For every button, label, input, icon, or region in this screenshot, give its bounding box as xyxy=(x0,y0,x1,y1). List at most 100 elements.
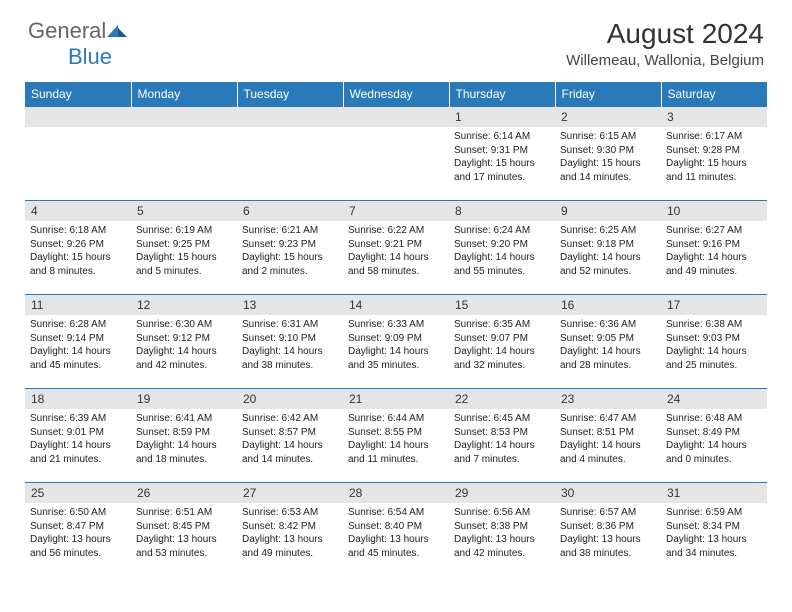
day-content: Sunrise: 6:45 AMSunset: 8:53 PMDaylight:… xyxy=(449,409,555,468)
day-content: Sunrise: 6:22 AMSunset: 9:21 PMDaylight:… xyxy=(343,221,449,280)
day-number: 2 xyxy=(555,107,661,127)
day-cell: 27Sunrise: 6:53 AMSunset: 8:42 PMDayligh… xyxy=(237,483,343,577)
week-row: 11Sunrise: 6:28 AMSunset: 9:14 PMDayligh… xyxy=(25,295,767,389)
day-number: 25 xyxy=(25,483,131,503)
day-number: 22 xyxy=(449,389,555,409)
day-number: 31 xyxy=(661,483,767,503)
calendar-body: 1Sunrise: 6:14 AMSunset: 9:31 PMDaylight… xyxy=(25,107,767,577)
day-cell: 16Sunrise: 6:36 AMSunset: 9:05 PMDayligh… xyxy=(555,295,661,389)
day-cell: 28Sunrise: 6:54 AMSunset: 8:40 PMDayligh… xyxy=(343,483,449,577)
day-content: Sunrise: 6:31 AMSunset: 9:10 PMDaylight:… xyxy=(237,315,343,374)
logo: GeneralBlue xyxy=(28,18,129,70)
day-number: 11 xyxy=(25,295,131,315)
dow-tuesday: Tuesday xyxy=(237,82,343,107)
day-content: Sunrise: 6:51 AMSunset: 8:45 PMDaylight:… xyxy=(131,503,237,562)
day-number: 17 xyxy=(661,295,767,315)
dow-wednesday: Wednesday xyxy=(343,82,449,107)
calendar-table: SundayMondayTuesdayWednesdayThursdayFrid… xyxy=(25,82,767,577)
day-number-empty xyxy=(343,107,449,127)
day-number: 4 xyxy=(25,201,131,221)
week-row: 4Sunrise: 6:18 AMSunset: 9:26 PMDaylight… xyxy=(25,201,767,295)
day-number: 15 xyxy=(449,295,555,315)
day-cell: 29Sunrise: 6:56 AMSunset: 8:38 PMDayligh… xyxy=(449,483,555,577)
day-content: Sunrise: 6:25 AMSunset: 9:18 PMDaylight:… xyxy=(555,221,661,280)
day-number: 29 xyxy=(449,483,555,503)
day-number: 23 xyxy=(555,389,661,409)
day-number: 24 xyxy=(661,389,767,409)
day-cell: 14Sunrise: 6:33 AMSunset: 9:09 PMDayligh… xyxy=(343,295,449,389)
week-row: 25Sunrise: 6:50 AMSunset: 8:47 PMDayligh… xyxy=(25,483,767,577)
dow-monday: Monday xyxy=(131,82,237,107)
day-number: 8 xyxy=(449,201,555,221)
dow-sunday: Sunday xyxy=(25,82,131,107)
day-number: 7 xyxy=(343,201,449,221)
day-cell: 21Sunrise: 6:44 AMSunset: 8:55 PMDayligh… xyxy=(343,389,449,483)
day-content: Sunrise: 6:47 AMSunset: 8:51 PMDaylight:… xyxy=(555,409,661,468)
day-number: 3 xyxy=(661,107,767,127)
day-number: 20 xyxy=(237,389,343,409)
day-of-week-row: SundayMondayTuesdayWednesdayThursdayFrid… xyxy=(25,82,767,107)
day-number: 30 xyxy=(555,483,661,503)
day-content: Sunrise: 6:41 AMSunset: 8:59 PMDaylight:… xyxy=(131,409,237,468)
day-content: Sunrise: 6:39 AMSunset: 9:01 PMDaylight:… xyxy=(25,409,131,468)
day-cell: 9Sunrise: 6:25 AMSunset: 9:18 PMDaylight… xyxy=(555,201,661,295)
day-number: 1 xyxy=(449,107,555,127)
month-title: August 2024 xyxy=(566,18,764,50)
day-number: 9 xyxy=(555,201,661,221)
day-content: Sunrise: 6:42 AMSunset: 8:57 PMDaylight:… xyxy=(237,409,343,468)
day-content: Sunrise: 6:14 AMSunset: 9:31 PMDaylight:… xyxy=(449,127,555,186)
day-content: Sunrise: 6:57 AMSunset: 8:36 PMDaylight:… xyxy=(555,503,661,562)
empty-cell xyxy=(237,107,343,201)
day-content: Sunrise: 6:54 AMSunset: 8:40 PMDaylight:… xyxy=(343,503,449,562)
logo-text-blue: Blue xyxy=(68,44,112,69)
logo-triangle-icon xyxy=(107,23,129,44)
day-content: Sunrise: 6:17 AMSunset: 9:28 PMDaylight:… xyxy=(661,127,767,186)
day-cell: 26Sunrise: 6:51 AMSunset: 8:45 PMDayligh… xyxy=(131,483,237,577)
day-cell: 25Sunrise: 6:50 AMSunset: 8:47 PMDayligh… xyxy=(25,483,131,577)
day-cell: 30Sunrise: 6:57 AMSunset: 8:36 PMDayligh… xyxy=(555,483,661,577)
day-cell: 22Sunrise: 6:45 AMSunset: 8:53 PMDayligh… xyxy=(449,389,555,483)
day-cell: 11Sunrise: 6:28 AMSunset: 9:14 PMDayligh… xyxy=(25,295,131,389)
day-cell: 18Sunrise: 6:39 AMSunset: 9:01 PMDayligh… xyxy=(25,389,131,483)
empty-cell xyxy=(343,107,449,201)
logo-text-general: General xyxy=(28,18,106,43)
day-content: Sunrise: 6:48 AMSunset: 8:49 PMDaylight:… xyxy=(661,409,767,468)
day-cell: 1Sunrise: 6:14 AMSunset: 9:31 PMDaylight… xyxy=(449,107,555,201)
header: GeneralBlue August 2024 Willemeau, Wallo… xyxy=(0,0,792,76)
dow-thursday: Thursday xyxy=(449,82,555,107)
empty-cell xyxy=(131,107,237,201)
day-number: 19 xyxy=(131,389,237,409)
day-content: Sunrise: 6:18 AMSunset: 9:26 PMDaylight:… xyxy=(25,221,131,280)
day-number: 14 xyxy=(343,295,449,315)
day-cell: 19Sunrise: 6:41 AMSunset: 8:59 PMDayligh… xyxy=(131,389,237,483)
day-cell: 8Sunrise: 6:24 AMSunset: 9:20 PMDaylight… xyxy=(449,201,555,295)
day-content: Sunrise: 6:24 AMSunset: 9:20 PMDaylight:… xyxy=(449,221,555,280)
day-cell: 2Sunrise: 6:15 AMSunset: 9:30 PMDaylight… xyxy=(555,107,661,201)
day-content: Sunrise: 6:21 AMSunset: 9:23 PMDaylight:… xyxy=(237,221,343,280)
day-cell: 4Sunrise: 6:18 AMSunset: 9:26 PMDaylight… xyxy=(25,201,131,295)
day-content: Sunrise: 6:28 AMSunset: 9:14 PMDaylight:… xyxy=(25,315,131,374)
day-content: Sunrise: 6:33 AMSunset: 9:09 PMDaylight:… xyxy=(343,315,449,374)
day-content: Sunrise: 6:53 AMSunset: 8:42 PMDaylight:… xyxy=(237,503,343,562)
day-number: 6 xyxy=(237,201,343,221)
day-cell: 5Sunrise: 6:19 AMSunset: 9:25 PMDaylight… xyxy=(131,201,237,295)
week-row: 18Sunrise: 6:39 AMSunset: 9:01 PMDayligh… xyxy=(25,389,767,483)
day-content: Sunrise: 6:56 AMSunset: 8:38 PMDaylight:… xyxy=(449,503,555,562)
day-number: 21 xyxy=(343,389,449,409)
day-cell: 6Sunrise: 6:21 AMSunset: 9:23 PMDaylight… xyxy=(237,201,343,295)
day-number: 28 xyxy=(343,483,449,503)
day-number: 18 xyxy=(25,389,131,409)
day-number: 16 xyxy=(555,295,661,315)
day-content: Sunrise: 6:27 AMSunset: 9:16 PMDaylight:… xyxy=(661,221,767,280)
day-number-empty xyxy=(237,107,343,127)
dow-friday: Friday xyxy=(555,82,661,107)
day-cell: 24Sunrise: 6:48 AMSunset: 8:49 PMDayligh… xyxy=(661,389,767,483)
day-cell: 12Sunrise: 6:30 AMSunset: 9:12 PMDayligh… xyxy=(131,295,237,389)
location-text: Willemeau, Wallonia, Belgium xyxy=(566,52,764,69)
day-cell: 23Sunrise: 6:47 AMSunset: 8:51 PMDayligh… xyxy=(555,389,661,483)
day-cell: 13Sunrise: 6:31 AMSunset: 9:10 PMDayligh… xyxy=(237,295,343,389)
day-content: Sunrise: 6:30 AMSunset: 9:12 PMDaylight:… xyxy=(131,315,237,374)
day-cell: 7Sunrise: 6:22 AMSunset: 9:21 PMDaylight… xyxy=(343,201,449,295)
day-content: Sunrise: 6:38 AMSunset: 9:03 PMDaylight:… xyxy=(661,315,767,374)
dow-saturday: Saturday xyxy=(661,82,767,107)
